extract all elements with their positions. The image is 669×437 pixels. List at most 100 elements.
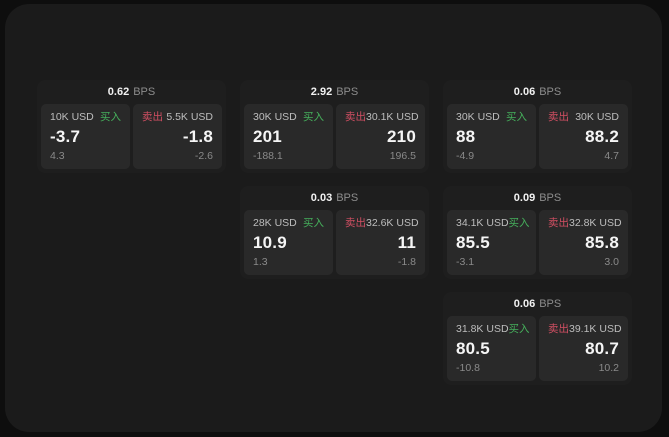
buy-size-label: 34.1K USD: [456, 217, 509, 229]
buy-side-label: 买入: [506, 111, 527, 123]
sell-panel-header: 卖出 32.8K USD: [548, 217, 622, 230]
sell-price: 85.8: [585, 233, 619, 252]
quote-body: 30K USD 买入 88 -4.9 卖出 30K USD 88.2 4.7: [447, 104, 628, 169]
buy-price: 85.5: [456, 233, 490, 252]
spread-value: 0.09: [513, 192, 536, 204]
sell-price: -1.8: [182, 127, 213, 146]
spread-value: 0.06: [513, 298, 536, 310]
buy-panel[interactable]: 31.8K USD 买入 80.5 -10.8: [447, 316, 536, 381]
sell-size-label: 30.1K USD: [366, 111, 419, 123]
quote-body: 31.8K USD 买入 80.5 -10.8 卖出 39.1K USD 80.…: [447, 316, 628, 381]
sell-side-label: 卖出: [142, 111, 163, 123]
spread-value: 0.03: [310, 192, 333, 204]
sell-price: 210: [387, 127, 416, 146]
sell-side-label: 卖出: [548, 217, 569, 229]
sell-size-label: 5.5K USD: [166, 111, 213, 123]
quotes-grid: 0.62 BPS 10K USD 买入 -3.7 4.3 卖出 5.5K USD…: [37, 80, 632, 385]
spread-header: 0.06 BPS: [447, 292, 628, 316]
buy-panel[interactable]: 30K USD 买入 201 -188.1: [244, 104, 333, 169]
sell-secondary-value: 3.0: [604, 256, 619, 268]
buy-panel-header: 30K USD 买入: [456, 111, 527, 124]
buy-price: 80.5: [456, 339, 490, 358]
sell-side-label: 卖出: [345, 111, 366, 123]
spread-value: 0.62: [107, 86, 130, 98]
buy-secondary-value: 1.3: [253, 256, 268, 268]
sell-panel-header: 卖出 30K USD: [548, 111, 619, 124]
app-window: 0.62 BPS 10K USD 买入 -3.7 4.3 卖出 5.5K USD…: [5, 4, 662, 432]
buy-panel[interactable]: 10K USD 买入 -3.7 4.3: [41, 104, 130, 169]
quote-card[interactable]: 2.92 BPS 30K USD 买入 201 -188.1 卖出 30.1K …: [240, 80, 429, 173]
spread-unit-label: BPS: [539, 192, 562, 204]
quote-card[interactable]: 0.09 BPS 34.1K USD 买入 85.5 -3.1 卖出 32.8K…: [443, 186, 632, 279]
quote-body: 34.1K USD 买入 85.5 -3.1 卖出 32.8K USD 85.8…: [447, 210, 628, 275]
spread-header: 0.62 BPS: [41, 80, 222, 104]
sell-secondary-value: 196.5: [389, 150, 416, 162]
spread-value: 0.06: [513, 86, 536, 98]
sell-panel[interactable]: 卖出 30K USD 88.2 4.7: [539, 104, 628, 169]
sell-secondary-value: -1.8: [397, 256, 416, 268]
sell-panel-header: 卖出 39.1K USD: [548, 323, 622, 336]
buy-panel-header: 10K USD 买入: [50, 111, 121, 124]
buy-secondary-value: -4.9: [456, 150, 475, 162]
quote-card[interactable]: 0.06 BPS 31.8K USD 买入 80.5 -10.8 卖出 39.1…: [443, 292, 632, 385]
buy-secondary-value: 4.3: [50, 150, 65, 162]
spread-unit-label: BPS: [539, 86, 562, 98]
sell-panel[interactable]: 卖出 5.5K USD -1.8 -2.6: [133, 104, 222, 169]
sell-side-label: 卖出: [345, 217, 366, 229]
buy-side-label: 买入: [303, 217, 324, 229]
buy-side-label: 买入: [508, 217, 530, 229]
spread-header: 0.06 BPS: [447, 80, 628, 104]
buy-size-label: 28K USD: [253, 217, 297, 229]
buy-secondary-value: -3.1: [456, 256, 475, 268]
sell-size-label: 32.8K USD: [569, 217, 622, 229]
buy-side-label: 买入: [100, 111, 121, 123]
quote-card[interactable]: 0.03 BPS 28K USD 买入 10.9 1.3 卖出 32.6K US…: [240, 186, 429, 279]
sell-secondary-value: 4.7: [604, 150, 619, 162]
sell-panel[interactable]: 卖出 39.1K USD 80.7 10.2: [539, 316, 628, 381]
sell-secondary-value: -2.6: [194, 150, 213, 162]
buy-price: -3.7: [50, 127, 81, 146]
spread-header: 0.09 BPS: [447, 186, 628, 210]
buy-price: 201: [253, 127, 282, 146]
spread-unit-label: BPS: [539, 298, 562, 310]
spread-unit-label: BPS: [133, 86, 156, 98]
quote-card[interactable]: 0.62 BPS 10K USD 买入 -3.7 4.3 卖出 5.5K USD…: [37, 80, 226, 173]
spread-unit-label: BPS: [336, 192, 359, 204]
buy-panel[interactable]: 30K USD 买入 88 -4.9: [447, 104, 536, 169]
sell-side-label: 卖出: [548, 111, 569, 123]
spread-header: 0.03 BPS: [244, 186, 425, 210]
sell-panel[interactable]: 卖出 32.6K USD 11 -1.8: [336, 210, 425, 275]
buy-panel[interactable]: 28K USD 买入 10.9 1.3: [244, 210, 333, 275]
sell-price: 80.7: [585, 339, 619, 358]
sell-panel-header: 卖出 32.6K USD: [345, 217, 419, 230]
sell-panel-header: 卖出 5.5K USD: [142, 111, 213, 124]
quote-card[interactable]: 0.06 BPS 30K USD 买入 88 -4.9 卖出 30K USD 8…: [443, 80, 632, 173]
sell-panel[interactable]: 卖出 30.1K USD 210 196.5: [336, 104, 425, 169]
sell-panel[interactable]: 卖出 32.8K USD 85.8 3.0: [539, 210, 628, 275]
sell-size-label: 39.1K USD: [569, 323, 622, 335]
sell-side-label: 卖出: [548, 323, 569, 335]
buy-panel-header: 34.1K USD 买入: [456, 217, 530, 230]
buy-size-label: 30K USD: [253, 111, 297, 123]
spread-value: 2.92: [310, 86, 333, 98]
buy-side-label: 买入: [508, 323, 530, 335]
sell-panel-header: 卖出 30.1K USD: [345, 111, 419, 124]
buy-size-label: 10K USD: [50, 111, 94, 123]
buy-panel-header: 31.8K USD 买入: [456, 323, 530, 336]
sell-price: 88.2: [585, 127, 619, 146]
quote-body: 28K USD 买入 10.9 1.3 卖出 32.6K USD 11 -1.8: [244, 210, 425, 275]
sell-price: 11: [397, 233, 416, 252]
buy-secondary-value: -10.8: [456, 362, 480, 374]
buy-size-label: 31.8K USD: [456, 323, 509, 335]
spread-header: 2.92 BPS: [244, 80, 425, 104]
buy-size-label: 30K USD: [456, 111, 500, 123]
buy-secondary-value: -188.1: [253, 150, 283, 162]
sell-secondary-value: 10.2: [598, 362, 619, 374]
spread-unit-label: BPS: [336, 86, 359, 98]
buy-panel[interactable]: 34.1K USD 买入 85.5 -3.1: [447, 210, 536, 275]
buy-price: 10.9: [253, 233, 287, 252]
quote-body: 10K USD 买入 -3.7 4.3 卖出 5.5K USD -1.8 -2.…: [41, 104, 222, 169]
buy-panel-header: 28K USD 买入: [253, 217, 324, 230]
quote-body: 30K USD 买入 201 -188.1 卖出 30.1K USD 210 1…: [244, 104, 425, 169]
buy-price: 88: [456, 127, 476, 146]
